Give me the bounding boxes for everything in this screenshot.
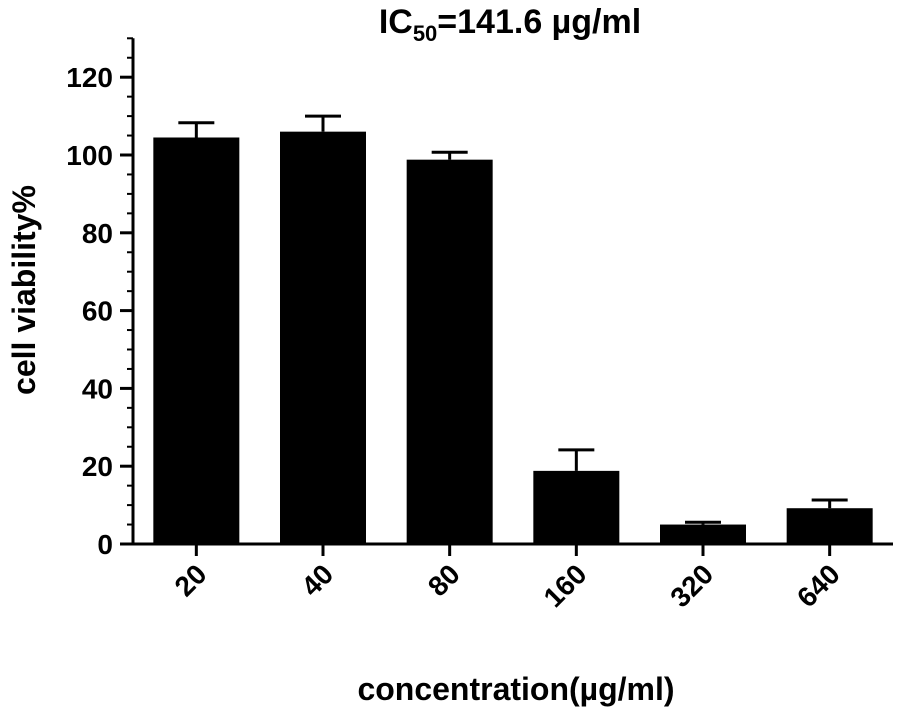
bar-20 [153,137,240,544]
y-tick-label: 80 [82,218,113,249]
bar-320 [660,524,746,544]
bar-80 [406,159,493,544]
x-tick-label: 320 [664,558,719,613]
bar-40 [280,131,366,544]
y-tick-label: 60 [82,296,113,327]
y-tick-label: 20 [82,451,113,482]
bar-640 [786,508,873,544]
x-tick-label: 80 [422,558,466,602]
y-tick-label: 0 [97,529,113,560]
chart-title-prefix: IC [379,3,413,41]
plot-area: 20 40 80 160 320 640 0 20 40 60 80 100 120 [66,37,893,613]
x-tick-label: 640 [791,558,846,613]
chart-title-subscript: 50 [413,21,437,46]
chart-title-suffix: =141.6 µg/ml [437,3,641,41]
x-tick-label: 20 [169,558,213,602]
y-tick-label: 120 [66,62,113,93]
x-tick-label: 40 [295,558,339,602]
x-tick-label: 160 [538,558,593,613]
y-tick-label: 40 [82,373,113,404]
y-tick-label: 100 [66,140,113,171]
chart-title: IC50=141.6 µg/ml [379,3,641,46]
y-axis-label: cell viability% [6,185,42,395]
bar-160 [533,470,620,544]
x-axis-label: concentration(µg/ml) [357,671,674,707]
